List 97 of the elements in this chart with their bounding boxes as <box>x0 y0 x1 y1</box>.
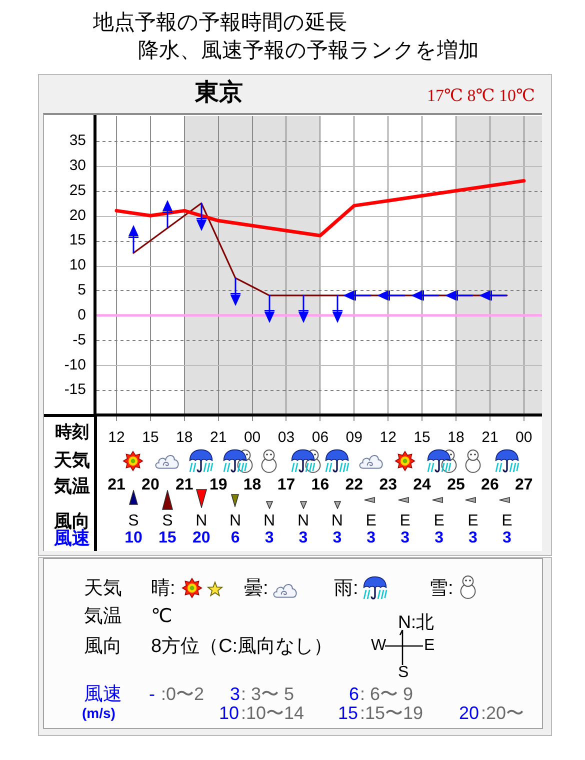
text: : 6〜 9 <box>360 684 414 704</box>
text: 気温 <box>84 606 122 626</box>
x-tick-label: 00 <box>516 429 532 446</box>
text: N <box>263 512 276 530</box>
text: E <box>366 512 376 530</box>
x-tick-label: 06 <box>312 429 329 446</box>
x-tick-label: 03 <box>278 429 295 446</box>
text: 20 <box>142 476 160 494</box>
text: - <box>149 684 155 704</box>
chart-subtitle: 降水、風速予報の予報ランクを増加 <box>138 38 479 62</box>
text: 晴: <box>151 578 176 598</box>
text: W <box>371 637 386 654</box>
text: 3 <box>502 529 512 546</box>
text: S <box>128 512 139 530</box>
x-tick-label: 15 <box>142 429 159 446</box>
text: 風向 <box>84 636 122 656</box>
text: 6 <box>349 684 360 704</box>
y-tick-label: 30 <box>69 156 86 174</box>
text: 天気 <box>84 578 122 598</box>
text: :20〜 <box>481 703 524 723</box>
x-tick-label: 12 <box>108 429 125 446</box>
y-tick-label: 20 <box>69 206 86 224</box>
text: N:北 <box>398 612 434 632</box>
x-tick-label: 18 <box>176 429 193 446</box>
text: 17℃ 8℃ 10℃ <box>427 86 536 104</box>
text: N <box>230 512 242 530</box>
text: 曇: <box>244 578 268 598</box>
x-axis-title: 時刻 <box>55 422 89 442</box>
text: 27 <box>514 476 533 494</box>
text: 25 <box>447 476 465 494</box>
text: E <box>468 512 478 530</box>
text: 風向 <box>54 511 90 531</box>
text: 風速 <box>84 684 122 704</box>
y-tick-label: 0 <box>78 306 86 324</box>
x-tick-label: 21 <box>482 429 498 446</box>
x-tick-label: 18 <box>448 429 464 446</box>
chart-title: 地点予報の予報時間の延長 <box>93 10 347 34</box>
text: 3 <box>468 529 478 546</box>
text: 3 <box>264 529 274 546</box>
text: (m/s) <box>82 705 116 721</box>
text: 21 <box>176 476 194 494</box>
y-tick-label: -15 <box>64 381 86 398</box>
text: 16 <box>311 476 330 494</box>
text: 26 <box>481 476 499 494</box>
text: S <box>162 512 173 530</box>
text: 21 <box>108 476 126 494</box>
text: 3 <box>434 529 444 546</box>
y-tick-label: -5 <box>72 331 86 348</box>
x-tick-label: 15 <box>414 429 430 446</box>
y-tick-label: 35 <box>69 132 86 150</box>
text: 雨: <box>334 578 358 598</box>
text: 18 <box>243 476 262 494</box>
text: ℃ <box>151 606 172 626</box>
text: 風速 <box>54 528 90 548</box>
text: 20 <box>192 529 210 546</box>
text: 3 <box>400 529 410 546</box>
text: S <box>398 664 409 681</box>
text: E <box>400 512 410 530</box>
text: 15 <box>158 529 176 546</box>
text: 17 <box>277 476 296 494</box>
text: 24 <box>413 476 432 494</box>
text: 3 <box>332 529 342 546</box>
y-tick-label: 25 <box>69 182 86 199</box>
text: E <box>502 512 512 530</box>
text: 20 <box>459 703 480 723</box>
text: N <box>331 512 343 530</box>
x-tick-label: 00 <box>244 429 261 446</box>
text: N <box>297 512 310 530</box>
x-tick-label: 09 <box>346 429 362 446</box>
text: 10 <box>124 529 142 546</box>
text: 3 <box>230 684 240 704</box>
text: :0〜2 <box>161 684 204 704</box>
text: 気温 <box>54 476 90 496</box>
text: 3 <box>366 529 376 546</box>
x-tick-label: 12 <box>380 429 396 446</box>
text: 3 <box>298 529 308 546</box>
y-tick-label: 5 <box>78 282 86 299</box>
text: 6 <box>230 529 240 546</box>
text: : 3〜 5 <box>241 684 294 704</box>
x-tick-label: 21 <box>210 429 227 446</box>
text: 8方位（C:風向なし） <box>151 636 333 656</box>
text: 19 <box>209 476 228 494</box>
text: 22 <box>345 476 364 494</box>
text: 15 <box>338 703 358 723</box>
y-tick-label: 15 <box>69 232 86 249</box>
y-tick-label: 10 <box>69 256 86 274</box>
text: E <box>424 637 435 654</box>
text: 雪: <box>429 578 454 598</box>
text: E <box>434 512 444 530</box>
text: :15〜19 <box>360 703 424 723</box>
text: 天気 <box>54 450 90 470</box>
text: 23 <box>379 476 398 494</box>
text: N <box>196 512 208 530</box>
text: :10〜14 <box>241 703 304 723</box>
text: 10 <box>219 703 240 723</box>
text: 東京 <box>195 79 243 106</box>
y-tick-label: -10 <box>64 356 86 374</box>
